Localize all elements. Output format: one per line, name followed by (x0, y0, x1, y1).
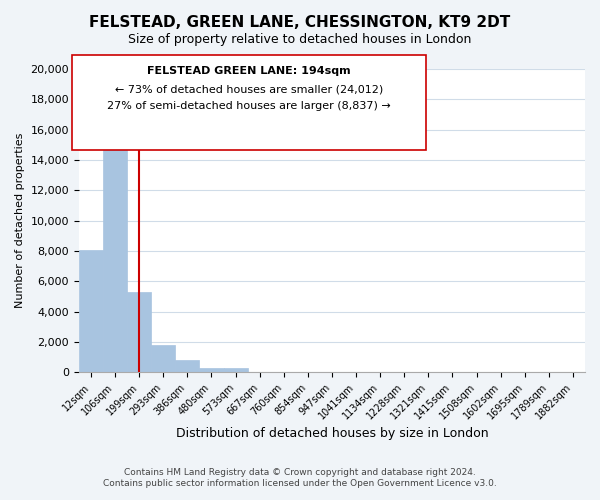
Text: FELSTEAD, GREEN LANE, CHESSINGTON, KT9 2DT: FELSTEAD, GREEN LANE, CHESSINGTON, KT9 2… (89, 15, 511, 30)
Text: FELSTEAD GREEN LANE: 194sqm: FELSTEAD GREEN LANE: 194sqm (147, 66, 351, 76)
Bar (103, 122, 127, 372)
Y-axis label: Number of detached properties: Number of detached properties (15, 133, 25, 308)
Bar (151, 345, 175, 372)
Text: 27% of semi-detached houses are larger (8,837) →: 27% of semi-detached houses are larger (… (107, 101, 391, 111)
Bar (79, 250, 103, 372)
Text: ← 73% of detached houses are smaller (24,012): ← 73% of detached houses are smaller (24… (115, 84, 383, 94)
Bar (127, 292, 151, 372)
Bar (199, 368, 224, 372)
X-axis label: Distribution of detached houses by size in London: Distribution of detached houses by size … (176, 427, 488, 440)
Bar (224, 368, 248, 372)
Bar (175, 360, 199, 372)
Text: Size of property relative to detached houses in London: Size of property relative to detached ho… (128, 32, 472, 46)
Text: Contains HM Land Registry data © Crown copyright and database right 2024.
Contai: Contains HM Land Registry data © Crown c… (103, 468, 497, 487)
